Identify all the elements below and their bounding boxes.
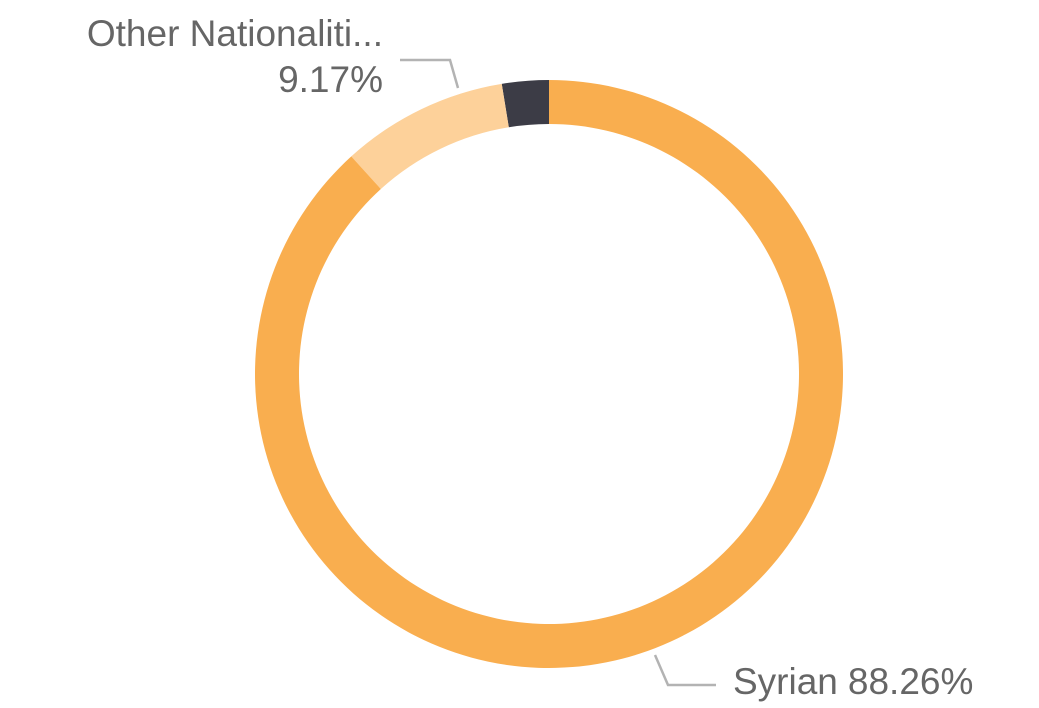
donut-slice: [501, 80, 549, 128]
value-label: 9.17%: [278, 59, 383, 100]
leader-line: [400, 58, 460, 89]
slice-label: Syrian 88.26%: [733, 661, 973, 702]
donut-slice: [255, 80, 844, 668]
category-label: Syrian: [733, 661, 838, 702]
donut-slice: [351, 83, 509, 189]
value-label: 88.26%: [848, 661, 974, 702]
leader-line: [653, 654, 716, 687]
category-label: Other Nationaliti...: [87, 13, 383, 54]
